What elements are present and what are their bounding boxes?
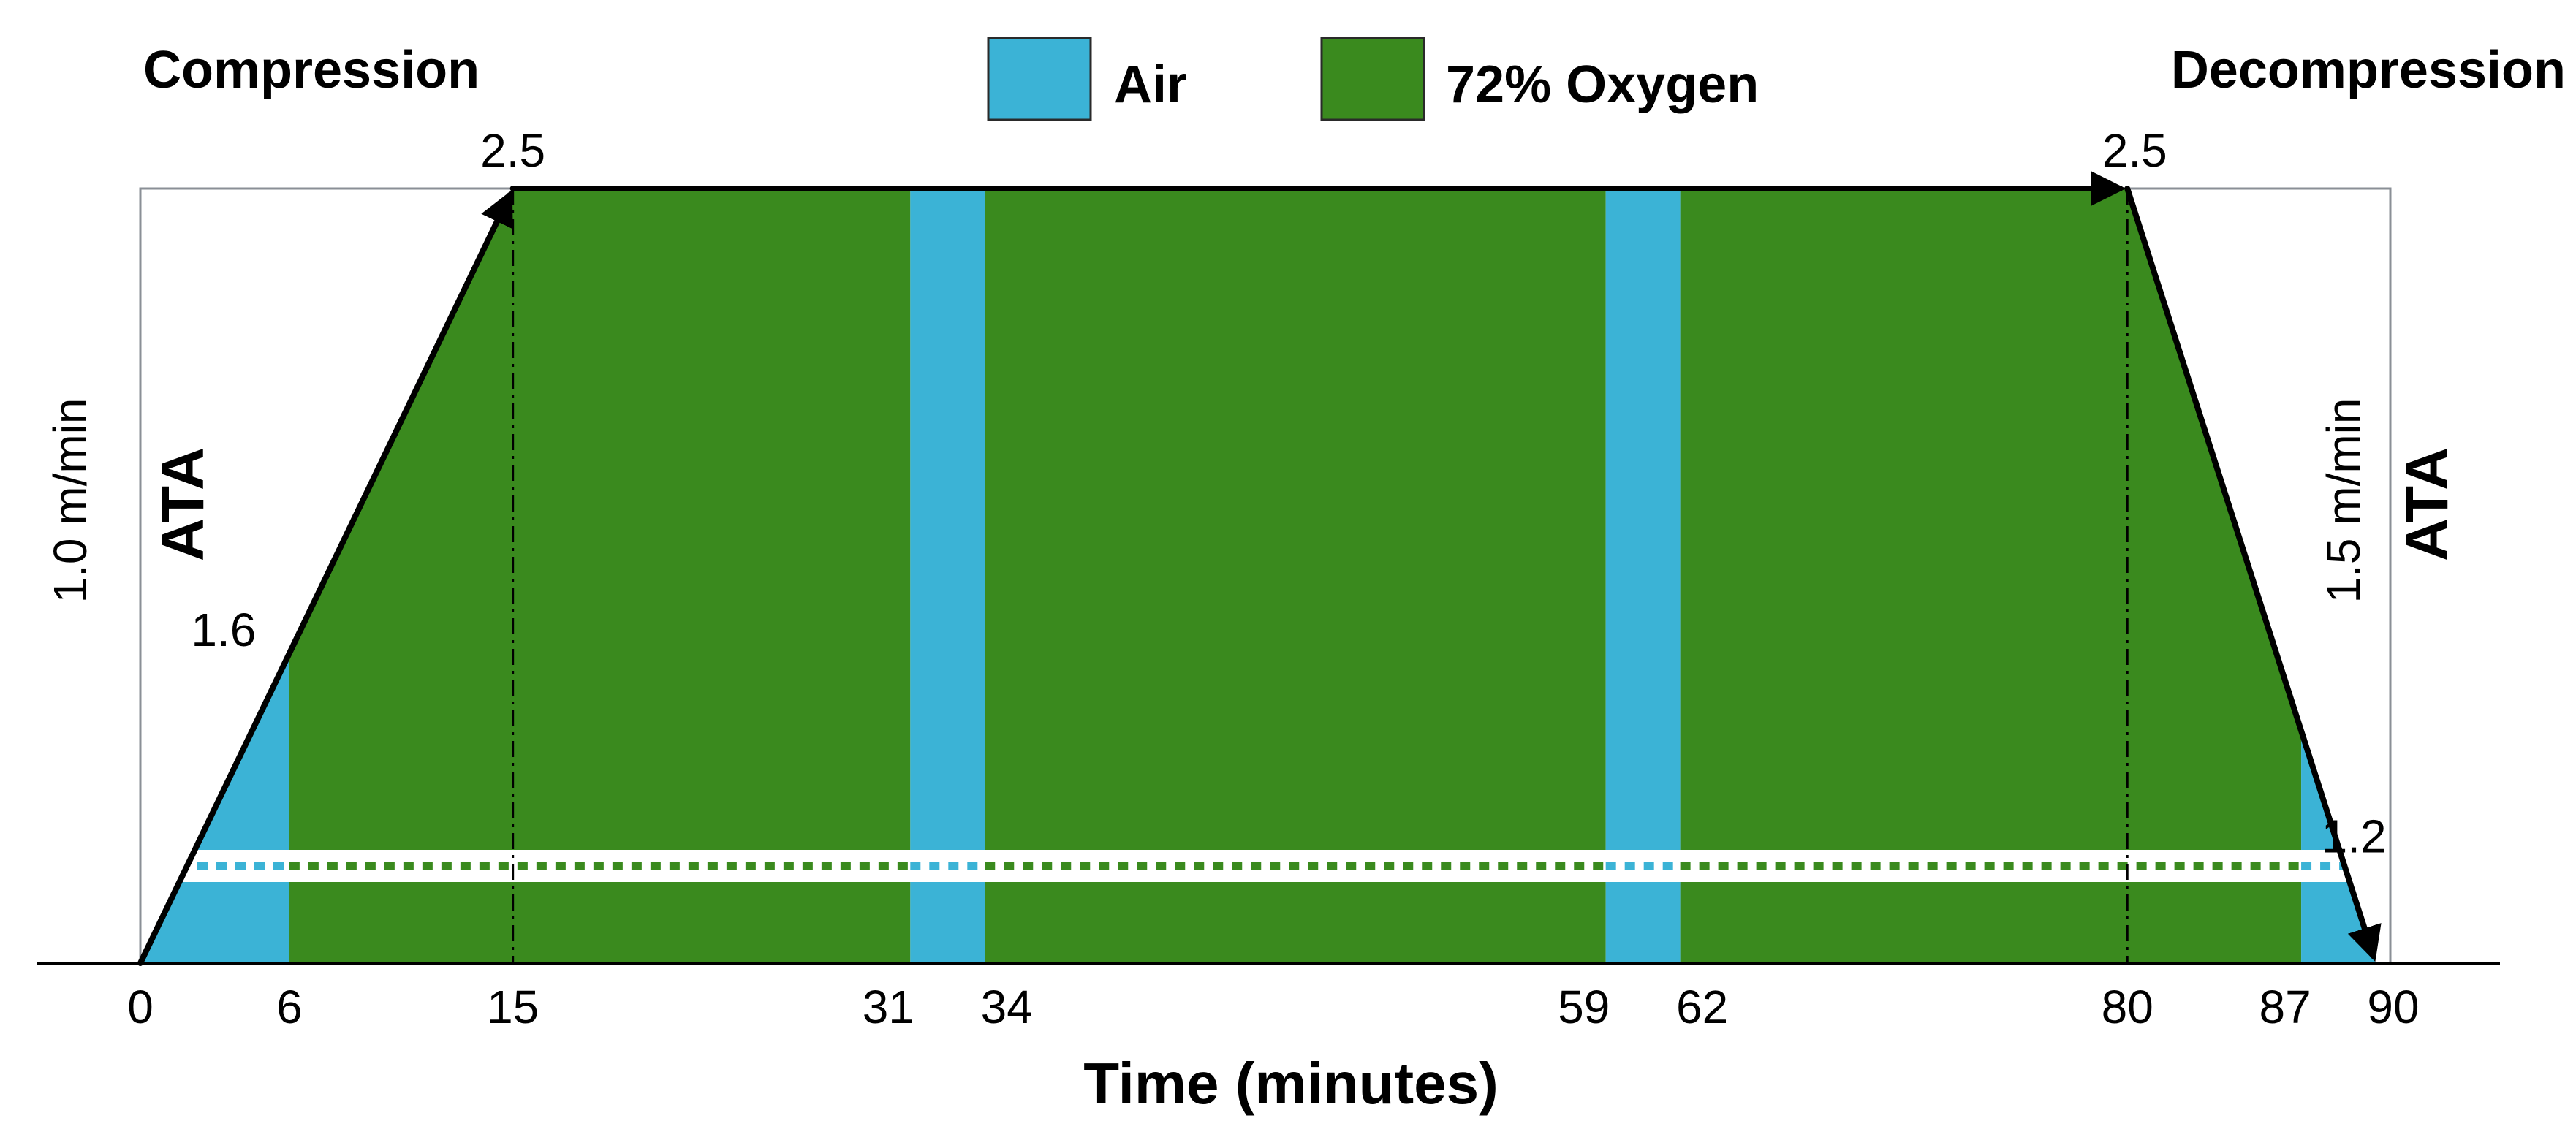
compression-rate-label: 1.0 m/min <box>44 398 96 604</box>
x-tick-label-80: 80 <box>2102 981 2153 1033</box>
x-tick-label-0: 0 <box>127 981 154 1033</box>
legend-label-air: Air <box>1114 56 1187 114</box>
x-tick-label-6: 6 <box>276 981 303 1033</box>
x-tick-label-62: 62 <box>1676 981 1728 1033</box>
phase-band-0 <box>140 189 289 963</box>
compression-label: Compression <box>143 41 480 99</box>
compression-mark-label: 1.6 <box>191 604 256 656</box>
phase-band-2 <box>910 189 985 963</box>
decompression-rate-label: 1.5 m/min <box>2317 398 2370 604</box>
x-tick-label-15: 15 <box>487 981 539 1033</box>
left-ata-label: ATA <box>150 447 216 561</box>
x-tick-label-59: 59 <box>1558 981 1610 1033</box>
peak-label-right: 2.5 <box>2102 124 2167 177</box>
x-tick-labels: 0 6 15 31 34 59 62 80 87 90 <box>127 981 2419 1033</box>
legend-swatch-air <box>987 37 1092 121</box>
decompression-mark-label: 1.2 <box>2322 810 2387 863</box>
phase-band-3 <box>985 189 1606 963</box>
x-tick-label-90: 90 <box>2367 981 2419 1033</box>
decompression-label: Decompression <box>2171 41 2566 99</box>
x-tick-label-31: 31 <box>863 981 914 1033</box>
x-tick-label-34: 34 <box>981 981 1033 1033</box>
gas-phase-bands <box>140 189 2376 963</box>
peak-label-left: 2.5 <box>480 124 545 177</box>
x-tick-label-87: 87 <box>2259 981 2311 1033</box>
x-axis-title: Time (minutes) <box>1083 1051 1499 1116</box>
legend-label-oxygen: 72% Oxygen <box>1446 56 1759 114</box>
phase-band-4 <box>1605 189 1681 963</box>
legend-swatch-oxygen <box>1320 37 1425 121</box>
profile-segment-0 <box>137 189 513 966</box>
dotted-gas-line <box>140 850 2376 882</box>
legend: Air 72% Oxygen <box>987 37 1759 121</box>
phase-band-1 <box>289 189 911 963</box>
right-ata-label: ATA <box>2394 447 2461 561</box>
phase-band-5 <box>1680 189 2302 963</box>
profile-segment-2 <box>2124 186 2382 962</box>
pressure-profile-outline <box>137 171 2382 966</box>
